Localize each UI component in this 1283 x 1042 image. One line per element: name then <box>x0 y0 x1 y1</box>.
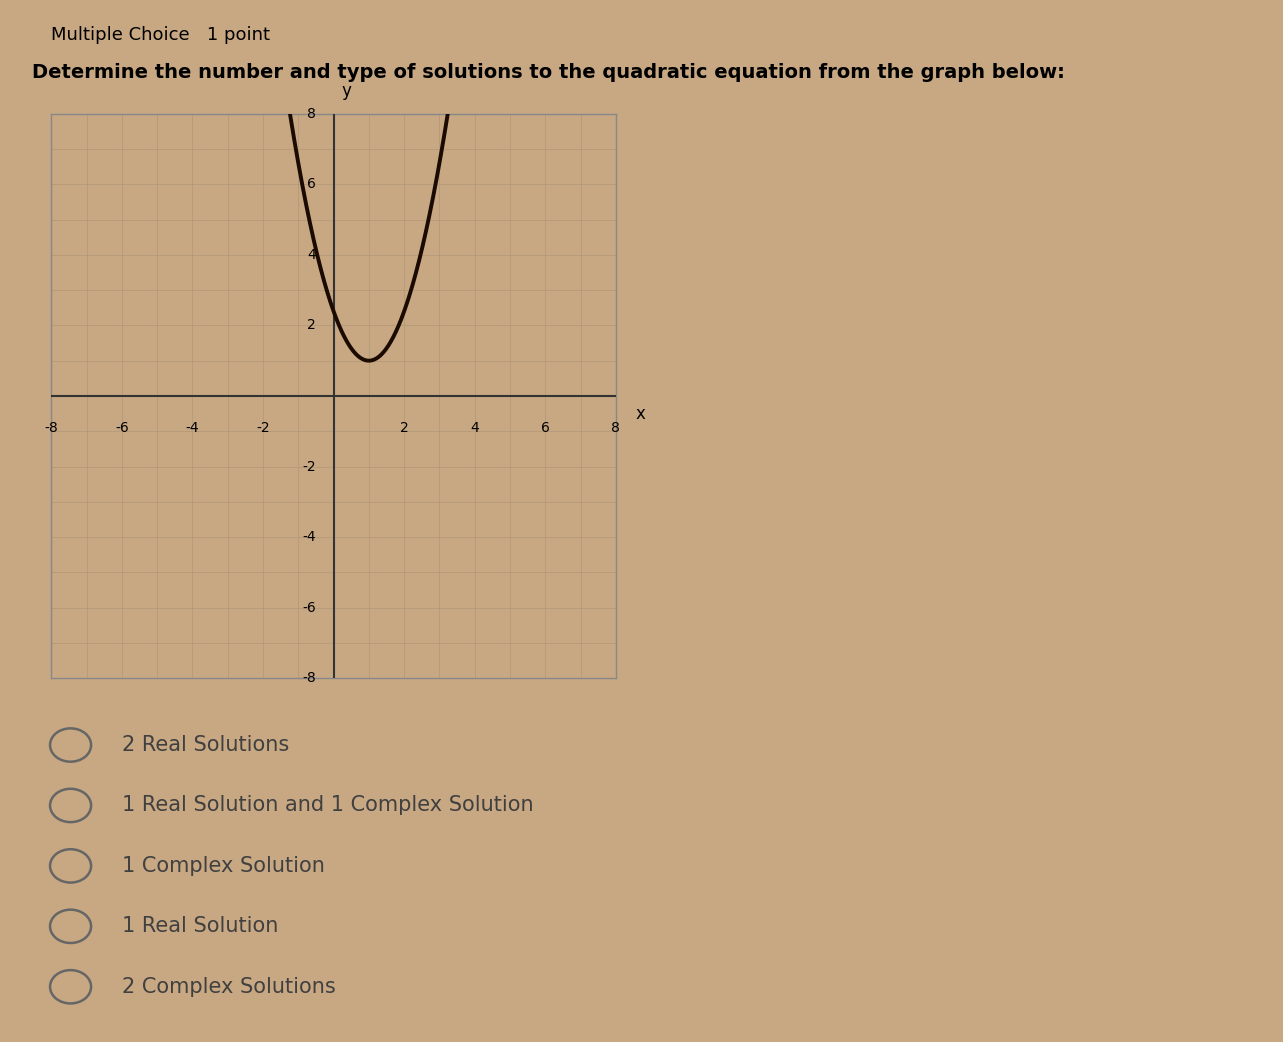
Text: Determine the number and type of solutions to the quadratic equation from the gr: Determine the number and type of solutio… <box>32 63 1065 81</box>
Text: -6: -6 <box>303 600 316 615</box>
Text: 8: 8 <box>307 106 316 121</box>
Text: Multiple Choice   1 point: Multiple Choice 1 point <box>51 26 271 44</box>
Text: y: y <box>341 81 350 100</box>
Text: 1 Real Solution and 1 Complex Solution: 1 Real Solution and 1 Complex Solution <box>122 795 534 816</box>
Text: -2: -2 <box>303 460 316 473</box>
Text: 8: 8 <box>612 421 620 435</box>
Text: 2: 2 <box>400 421 408 435</box>
Text: -8: -8 <box>303 671 316 686</box>
Text: -4: -4 <box>186 421 199 435</box>
Text: 1 Complex Solution: 1 Complex Solution <box>122 855 325 876</box>
Text: 2: 2 <box>307 319 316 332</box>
Text: 4: 4 <box>471 421 479 435</box>
Text: -8: -8 <box>45 421 58 435</box>
Text: x: x <box>635 404 645 423</box>
Text: 1 Real Solution: 1 Real Solution <box>122 916 278 937</box>
Text: 4: 4 <box>307 248 316 262</box>
Text: -4: -4 <box>303 530 316 544</box>
Text: -6: -6 <box>115 421 128 435</box>
Text: 6: 6 <box>541 421 549 435</box>
Text: 6: 6 <box>307 177 316 192</box>
Text: 2 Real Solutions: 2 Real Solutions <box>122 735 289 755</box>
Text: 2 Complex Solutions: 2 Complex Solutions <box>122 976 336 997</box>
Text: -2: -2 <box>257 421 269 435</box>
